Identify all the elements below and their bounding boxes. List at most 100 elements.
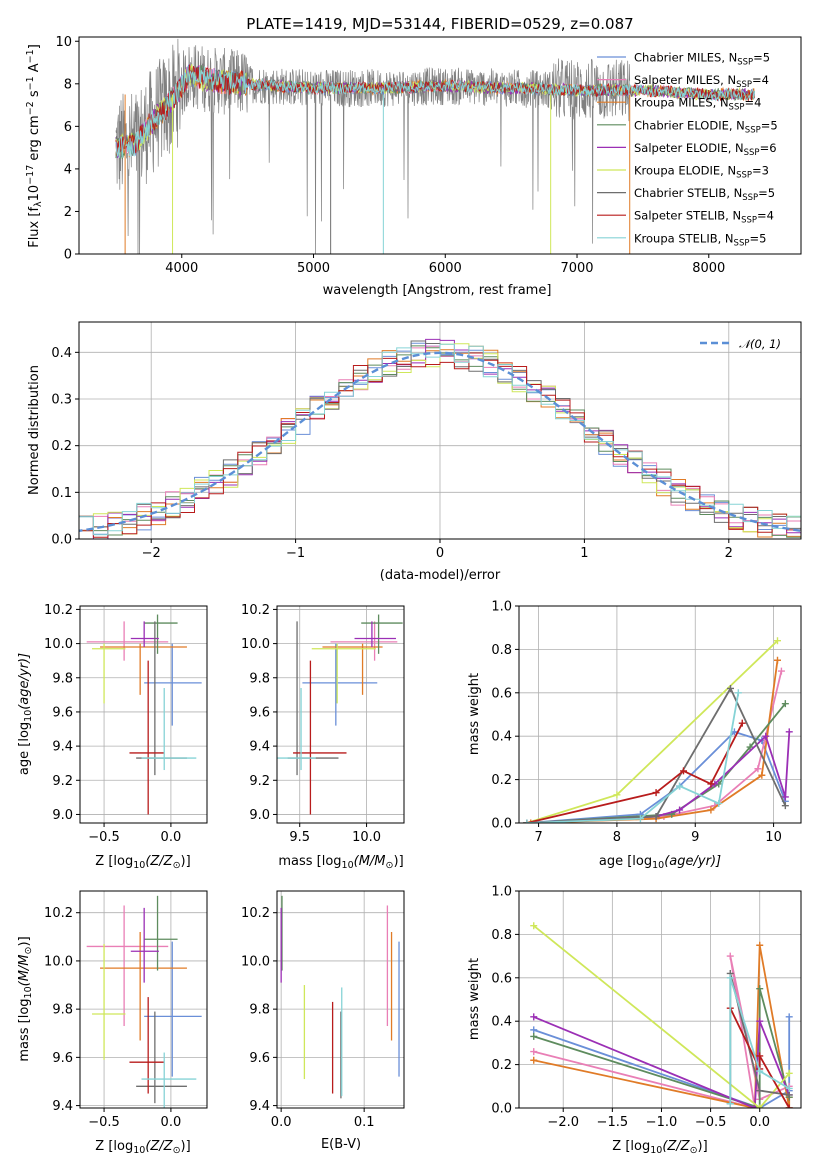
weight-marker [738,719,746,727]
legend-entry: Salpeter ELODIE, NSSP=6 [634,141,777,158]
weight-marker [530,922,538,930]
weight-marker [530,1056,538,1064]
weight-marker [774,656,781,664]
y-tick-label: 10.2 [241,906,270,921]
x-tick-label: 5000 [297,261,330,276]
x-tick-label: 7000 [560,261,593,276]
y-tick-label: 0 [64,248,72,263]
mass-vs-ebv-x-label: E(B-V) [321,1137,361,1152]
y-tick-label: 10 [55,35,72,50]
weight-marker [746,743,754,751]
age_vs_Z-axes: −0.5 0.0 9.0 9.2 9.4 9.6 9.8 10.0 10.2 Z [log10(Z… [17,603,208,871]
y-tick-label: 1.0 [491,885,512,900]
spectrum-plot-area [115,38,756,254]
x-tick-label: 2 [725,546,733,561]
x-tick-label: 10.0 [352,830,381,845]
weight-marker [530,1013,538,1021]
mass_vs_Z-grid [80,891,207,1108]
age-vs-z-x-label: Z [log10(Z/Z⊙)] [95,854,190,871]
weight-marker [774,637,781,645]
y-tick-label: 9.6 [52,705,73,720]
weight-series [726,974,793,1108]
spectrum-legend: Chabrier MILES, NSSP=5 Salpeter MILES, NS… [597,51,778,248]
weight-series [523,667,785,823]
errorbar-point [100,643,187,695]
weight-line [533,988,791,1108]
age_vs_mass-axes: 9.5 10.0 9.0 9.2 9.4 9.6 9.8 10.0 10.2 mass [log1… [241,603,405,871]
y-tick-label: 4 [64,162,72,177]
weight-marker [727,684,734,692]
weight_vs_age-x-label: age [log10(age/yr)] [599,854,721,871]
y-tick-label: 10.2 [241,603,270,618]
model-spectrum-line [115,65,756,159]
y-tick-label: 9.8 [249,671,270,686]
errorbar-point [86,621,169,661]
weight-marker [781,793,789,801]
y-tick-label: 0.4 [51,346,72,361]
y-tick-label: 0.2 [491,773,512,788]
legend-entry: Chabrier MILES, NSSP=5 [634,51,770,68]
x-tick-label: −2 [142,546,161,561]
mass_vs_Z-frame [79,890,208,1109]
residuals-axes: −2 −1 0 1 2 0.0 0.1 0.2 0.3 0.4 (data-model)/error… [27,321,802,583]
weight_vs_Z-axes: −2.0 −1.5 −1.0 −0.5 0.0 0.0 0.2 0.4 0.6 0.8 1.0 Z [… [467,885,802,1156]
errorbar-point [311,643,376,704]
spectrum-y-label: Flux [fλ10−17 erg cm−2 s−1 A−1] [25,44,44,248]
legend-entry: Kroupa MILES, NSSP=4 [634,96,761,113]
weight-marker [751,1104,759,1108]
residuals-legend: 𝒩(0, 1) [700,337,781,351]
residuals-x-label: (data-model)/error [380,568,501,583]
weight-marker [785,1069,793,1077]
errorbar-point [92,944,126,1060]
x-tick-label: 0.0 [749,1115,770,1130]
weight-marker [756,1067,764,1075]
errorbar-point [141,688,197,771]
errorbar-point [129,997,165,1094]
weight-line [533,1016,791,1108]
errorbar-point [330,621,398,661]
weight_vs_age-axes: 7 8 9 10 0.0 0.2 0.4 0.6 0.8 1.0 age [log10(age/yr… [467,600,802,871]
age_vs_mass-grid [277,606,404,823]
legend-entry: Salpeter MILES, NSSP=4 [634,73,769,90]
legend-entry: Kroupa ELODIE, NSSP=3 [634,164,769,181]
weight-series [530,922,793,1108]
weight-marker [680,767,687,775]
weight-marker [715,799,723,807]
y-tick-label: 0.2 [491,1058,512,1073]
y-tick-label: 0.0 [51,533,72,548]
y-tick-label: 9.2 [249,774,270,789]
x-tick-label: 9 [691,830,699,845]
weight-marker [758,771,766,779]
age-vs-z-y-label: age [log10(age/yr)] [17,653,34,775]
mass_vs_Z-plot-area [86,895,202,1108]
weight_vs_Z-x-label: Z [log10(Z/Z⊙)] [612,1139,707,1156]
weight_vs_age-plot-area [523,637,793,823]
weight-series [523,637,781,823]
errorbar-point [302,643,378,726]
x-tick-label: −0.5 [88,1115,120,1130]
age_vs_mass-frame [276,605,405,824]
weight-series [523,689,742,823]
legend-entry: Kroupa STELIB, NSSP=5 [634,231,766,248]
errorbar-point [144,895,178,971]
weight-marker [676,806,684,814]
weight-marker [785,1104,793,1108]
y-tick-label: 6 [64,120,72,135]
weight-marker [636,815,644,823]
weight-marker [707,806,715,814]
y-tick-label: 0.4 [491,1015,512,1030]
errorbar-point [293,660,347,815]
age_vs_mass-plot-area [277,614,403,815]
weight-marker [530,1026,538,1034]
mass_vs_EBV-plot-area [280,895,400,1099]
y-tick-label: 10.0 [241,954,270,969]
weight-marker [756,1087,764,1095]
weight-marker [530,1032,538,1040]
weight-marker [756,1017,764,1025]
y-tick-label: 2 [64,205,72,220]
weight-line [729,977,790,1104]
residual-histogram [79,343,801,536]
y-tick-label: 0.0 [491,817,512,832]
weight-marker [527,819,535,823]
errorbar-point [86,905,169,1027]
